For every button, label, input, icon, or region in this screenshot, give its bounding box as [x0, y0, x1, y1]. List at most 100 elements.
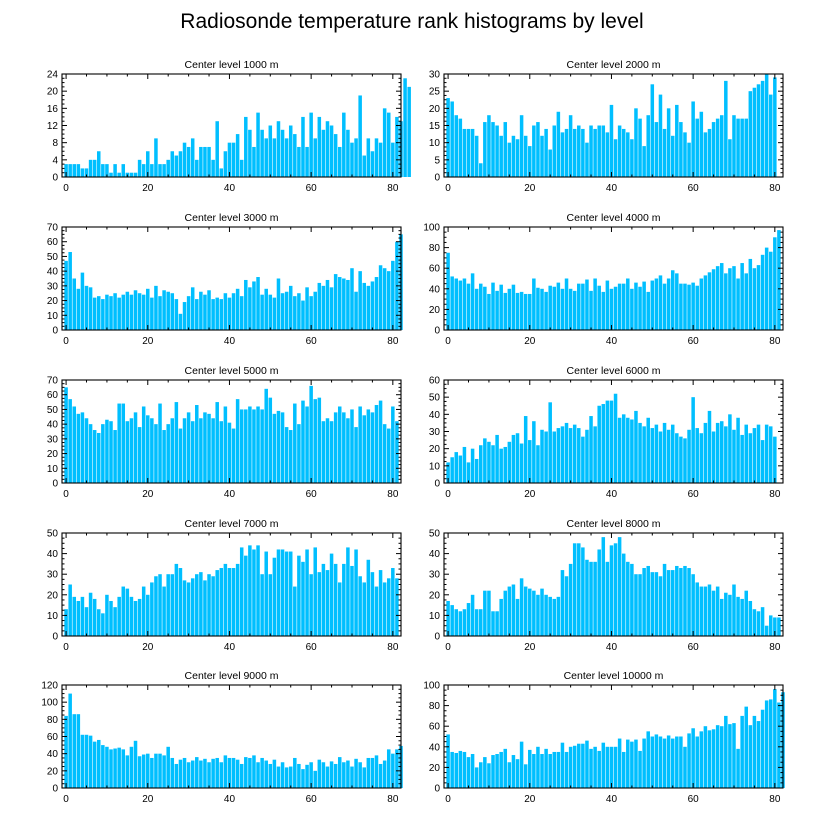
- panel-title: Center level 1000 m: [185, 59, 279, 71]
- histogram-bar: [378, 763, 383, 788]
- histogram-bar: [483, 286, 487, 330]
- histogram-bar: [544, 291, 548, 330]
- histogram-bar: [736, 417, 740, 483]
- histogram-bar: [244, 409, 248, 483]
- histogram-bar: [532, 125, 536, 177]
- histogram-bar: [146, 151, 150, 177]
- histogram-bar: [252, 409, 256, 483]
- histogram-bar: [264, 288, 268, 330]
- y-tick-label: 10: [47, 464, 59, 475]
- histogram-bar: [777, 617, 781, 636]
- histogram-bar: [605, 561, 610, 636]
- histogram-bar: [235, 134, 240, 177]
- histogram-bar: [577, 543, 581, 636]
- histogram-bar: [650, 428, 655, 483]
- histogram-bar: [378, 570, 383, 636]
- histogram-bar: [305, 764, 309, 788]
- y-tick-label: 20: [429, 763, 441, 774]
- histogram-bar: [72, 596, 77, 636]
- histogram-bar: [560, 426, 565, 483]
- histogram-bar: [150, 582, 154, 636]
- histogram-bar: [613, 543, 618, 636]
- histogram-bar: [366, 138, 371, 177]
- y-tick-label: 40: [429, 742, 441, 753]
- histogram-bar: [317, 572, 322, 636]
- histogram-bar: [362, 282, 366, 330]
- histogram-bar: [309, 385, 313, 483]
- histogram-bar: [756, 265, 761, 330]
- histogram-bar: [342, 412, 346, 483]
- histogram-bar: [683, 438, 687, 483]
- histogram-bar: [280, 762, 285, 788]
- histogram-bar: [556, 282, 561, 330]
- histogram-bar: [288, 766, 293, 788]
- histogram-bar: [556, 751, 561, 788]
- histogram-bar: [511, 284, 516, 330]
- histogram-bar: [548, 149, 552, 177]
- histogram-bar: [382, 582, 387, 636]
- x-tick-label: 40: [224, 794, 236, 805]
- histogram-bar: [495, 611, 499, 636]
- histogram-bar: [736, 118, 740, 177]
- histogram-bar: [744, 706, 748, 788]
- histogram-bar: [337, 757, 342, 788]
- histogram-bar: [141, 164, 146, 177]
- histogram-bar: [646, 291, 650, 330]
- histogram-bar: [507, 586, 512, 636]
- histogram-bar: [219, 762, 224, 788]
- histogram-bar: [84, 607, 89, 636]
- y-tick-label: 60: [429, 376, 441, 387]
- histogram-bar: [707, 128, 712, 177]
- histogram-bar: [235, 399, 240, 483]
- histogram-bar: [137, 756, 142, 788]
- histogram-bar: [337, 582, 342, 636]
- histogram-bar: [141, 294, 146, 330]
- histogram-bar: [548, 596, 552, 636]
- histogram-bar: [239, 763, 244, 788]
- histogram-bar: [121, 294, 126, 330]
- histogram-bar: [724, 592, 728, 636]
- histogram-bar: [552, 751, 557, 788]
- histogram-bar: [272, 297, 277, 330]
- histogram-bar: [190, 760, 195, 788]
- histogram-bar: [638, 750, 642, 788]
- histogram-bar: [613, 139, 618, 177]
- histogram-bar: [621, 751, 626, 788]
- histogram-bar: [454, 609, 459, 636]
- histogram-bar: [366, 559, 371, 636]
- histogram-bar: [248, 406, 252, 483]
- panel-title: Center level 5000 m: [185, 365, 279, 377]
- histogram-bar: [342, 762, 346, 788]
- histogram-bar: [280, 129, 285, 177]
- histogram-bar: [752, 87, 757, 177]
- histogram-bar: [450, 457, 454, 483]
- histogram-bar: [732, 115, 736, 177]
- histogram-bar: [683, 565, 687, 636]
- histogram-bar: [703, 422, 708, 483]
- plot-frame: [61, 684, 402, 789]
- histogram-bar: [325, 121, 330, 177]
- histogram-bar: [699, 278, 704, 330]
- plot-frame: [61, 379, 402, 484]
- histogram-bar: [744, 273, 748, 330]
- histogram-bar: [593, 426, 597, 483]
- histogram-bar: [350, 142, 354, 177]
- x-tick-label: 20: [142, 642, 154, 653]
- histogram-panel-2: Center level 2000 m 0 20 40 60 80 0 5 10 15 20 25 30: [429, 59, 784, 194]
- histogram-bar: [264, 551, 268, 636]
- histogram-bar: [403, 78, 407, 177]
- histogram-bar: [621, 553, 626, 636]
- y-tick-label: 10: [47, 611, 59, 622]
- histogram-bar: [564, 576, 569, 636]
- histogram-bar: [568, 288, 573, 330]
- panel-title: Center level 2000 m: [567, 59, 661, 71]
- histogram-bar: [589, 748, 593, 788]
- histogram-bar: [470, 754, 475, 788]
- x-tick-label: 60: [306, 642, 318, 653]
- histogram-bar: [72, 278, 77, 330]
- histogram-bar: [515, 759, 520, 788]
- histogram-bar: [495, 434, 499, 483]
- histogram-bar: [646, 731, 650, 788]
- x-tick-label: 60: [688, 794, 700, 805]
- histogram-bar: [605, 280, 610, 330]
